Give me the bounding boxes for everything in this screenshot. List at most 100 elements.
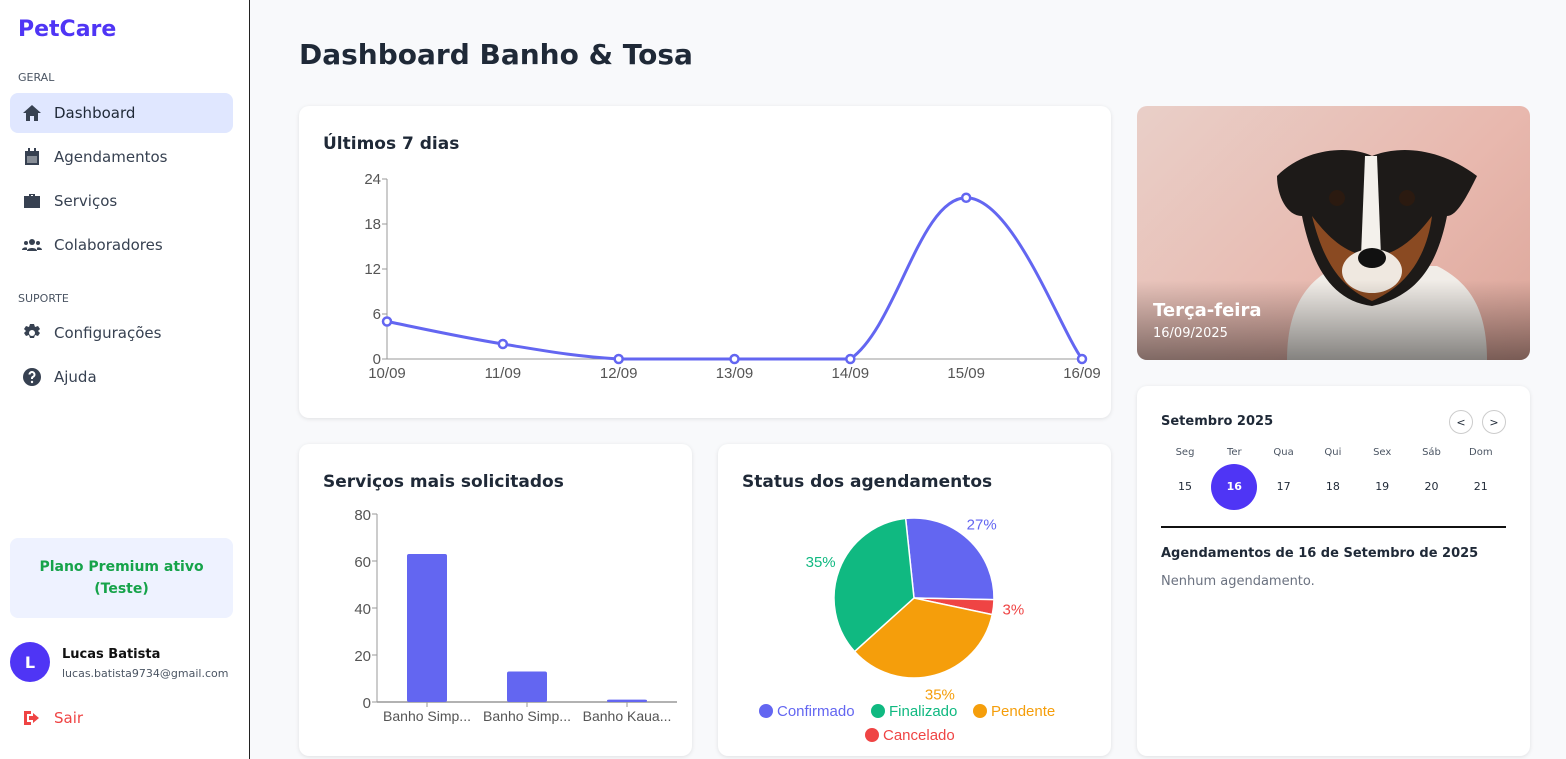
calendar-day[interactable]: 16 <box>1211 464 1258 510</box>
slice-label: 27% <box>967 516 997 533</box>
y-tick-label: 12 <box>364 261 381 278</box>
bar <box>507 671 547 702</box>
appointments-empty: Nenhum agendamento. <box>1161 574 1315 589</box>
calendar-day[interactable]: 20 <box>1424 480 1439 493</box>
line-chart: 0 6 12 18 24 10/09 11/09 12/09 13/09 14/09 15/09 16… <box>364 171 1101 382</box>
sidebar-item-label: Agendamentos <box>54 148 168 166</box>
weekday-label: Dom <box>1469 447 1493 458</box>
legend-label: Confirmado <box>777 703 855 720</box>
pie-chart: 27% 3% 35% 35% Confirmado Finalizado Pendente C… <box>759 516 1055 744</box>
briefcase-icon <box>24 194 40 208</box>
x-tick-label: 12/09 <box>600 365 638 382</box>
plan-badge: Plano Premium ativo (Teste) <box>10 538 233 618</box>
sidebar: PetCare GERAL Dashboard Agendamentos Ser… <box>0 0 250 759</box>
sidebar-item-dashboard[interactable]: Dashboard <box>10 93 233 133</box>
sidebar-item-label: Ajuda <box>54 368 97 386</box>
y-tick-label: 18 <box>364 216 381 233</box>
y-tick-label: 24 <box>364 171 381 188</box>
calendar-card: Setembro 2025 < > Seg Ter Qua Qui Sex Sáb Dom 1… <box>1137 386 1530 756</box>
weekday-label: Seg <box>1175 447 1195 458</box>
legend-marker <box>871 704 885 718</box>
logout-label: Sair <box>54 709 84 727</box>
sidebar-item-label: Dashboard <box>54 104 136 122</box>
weekday-label: Sáb <box>1422 447 1441 458</box>
bar-chart-card: Serviços mais solicitados 0 20 40 60 80 Banho… <box>299 444 692 756</box>
data-point <box>960 192 972 203</box>
x-tick-label: 16/09 <box>1063 365 1101 382</box>
line-chart-card: Últimos 7 dias 0 6 12 18 24 10/09 11/09 12/09 13… <box>299 106 1111 418</box>
logout-button[interactable]: Sair <box>22 708 83 728</box>
data-point <box>1076 353 1088 365</box>
calendar-month: Setembro 2025 <box>1161 414 1274 429</box>
legend-label: Pendente <box>991 703 1055 720</box>
sidebar-item-agendamentos[interactable]: Agendamentos <box>10 137 233 177</box>
sidebar-item-servicos[interactable]: Serviços <box>10 181 233 221</box>
calendar-day[interactable]: 21 <box>1473 480 1488 493</box>
user-name: Lucas Batista <box>62 647 161 662</box>
question-icon <box>23 368 41 386</box>
y-tick-label: 0 <box>363 695 371 712</box>
calendar-day[interactable]: 18 <box>1325 480 1340 493</box>
slice-label: 35% <box>925 687 955 704</box>
slice-label: 35% <box>806 554 836 571</box>
home-icon <box>23 105 41 121</box>
gear-icon <box>24 324 40 338</box>
section-label-suporte: SUPORTE <box>18 292 69 305</box>
weekday-label: Ter <box>1226 447 1242 458</box>
x-tick-label: 13/09 <box>716 365 754 382</box>
pie-chart-card: Status dos agendamentos 27% 3% 35% 35% Confi… <box>718 444 1111 756</box>
page-title: Dashboard Banho & Tosa <box>299 38 693 71</box>
x-tick-label: 11/09 <box>485 365 521 382</box>
data-point <box>613 353 624 365</box>
y-tick-label: 40 <box>354 601 371 618</box>
x-tick-label: 15/09 <box>947 365 985 382</box>
legend-marker <box>973 704 987 718</box>
chart-title: Status dos agendamentos <box>742 472 993 492</box>
users-icon <box>22 239 42 251</box>
x-tick-label: 14/09 <box>832 365 870 382</box>
avatar[interactable]: L <box>10 642 50 682</box>
legend-marker <box>865 728 879 742</box>
calendar-next-button[interactable]: > <box>1482 410 1506 434</box>
data-point <box>497 338 509 350</box>
legend-label: Finalizado <box>889 703 957 720</box>
sidebar-item-configuracoes[interactable]: Configurações <box>10 313 233 353</box>
series-line <box>386 196 1084 361</box>
sidebar-item-label: Configurações <box>54 324 162 342</box>
sidebar-item-colaboradores[interactable]: Colaboradores <box>10 225 233 265</box>
logo[interactable]: PetCare <box>18 17 117 42</box>
x-tick-label: Banho Kaua... <box>583 708 672 724</box>
logout-icon <box>24 711 39 725</box>
calendar-day[interactable]: 19 <box>1375 480 1390 493</box>
x-tick-label: Banho Simp... <box>383 708 471 724</box>
bar <box>607 699 647 702</box>
calendar-icon <box>25 148 39 165</box>
weekday-label: Qua <box>1273 447 1294 458</box>
user-email: lucas.batista9734@gmail.com <box>62 667 229 680</box>
legend-label: Cancelado <box>883 727 955 744</box>
data-point <box>729 353 740 365</box>
dog-photo <box>1277 150 1487 360</box>
hero-date: 16/09/2025 <box>1153 326 1228 341</box>
calendar-day[interactable]: 17 <box>1276 480 1291 493</box>
weekday-label: Qui <box>1324 447 1342 458</box>
pie-slice <box>853 597 994 679</box>
hero-card: Terça-feira 16/09/2025 <box>1137 106 1530 360</box>
photo-overlay <box>1137 280 1530 360</box>
calendar-prev-button[interactable]: < <box>1449 410 1473 434</box>
weekday-label: Sex <box>1373 447 1392 458</box>
y-tick-label: 80 <box>354 507 371 524</box>
y-tick-label: 20 <box>354 648 371 665</box>
section-label-geral: GERAL <box>18 71 55 84</box>
chart-title: Últimos 7 dias <box>323 134 460 154</box>
chart-title: Serviços mais solicitados <box>323 472 564 492</box>
hero-day: Terça-feira <box>1153 300 1262 321</box>
calendar-day[interactable]: 15 <box>1178 480 1192 493</box>
appointments-title: Agendamentos de 16 de Setembro de 2025 <box>1161 546 1479 561</box>
sidebar-item-ajuda[interactable]: Ajuda <box>10 357 233 397</box>
x-tick-label: Banho Simp... <box>483 708 571 724</box>
x-tick-label: 10/09 <box>368 365 406 382</box>
y-tick-label: 60 <box>354 554 371 571</box>
pie-slice <box>833 517 915 653</box>
data-point <box>381 316 393 327</box>
